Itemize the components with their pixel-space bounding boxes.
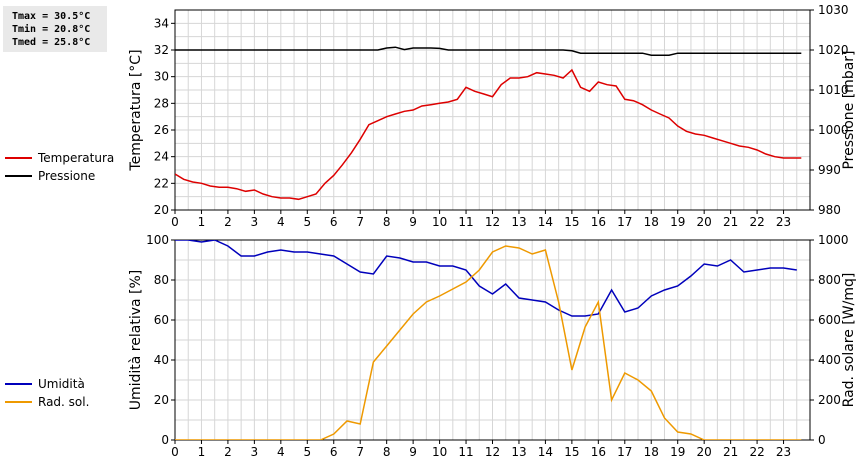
- x-tick-label: 21: [723, 445, 738, 459]
- x-tick-label: 16: [591, 445, 606, 459]
- left-tick-label: 100: [146, 233, 169, 247]
- x-tick-label: 19: [670, 215, 685, 229]
- x-tick-label: 3: [251, 215, 259, 229]
- x-tick-label: 11: [458, 445, 473, 459]
- left-tick-label: 24: [154, 150, 169, 164]
- x-tick-label: 20: [697, 445, 712, 459]
- stats-box: Tmax = 30.5°C Tmin = 20.8°C Tmed = 25.8°…: [3, 6, 107, 52]
- legend-label-pressione: Pressione: [38, 169, 95, 183]
- x-tick-label: 23: [776, 215, 791, 229]
- x-tick-label: 0: [171, 215, 179, 229]
- legend-label-rad-sol: Rad. sol.: [38, 395, 89, 409]
- left-tick-label: 40: [154, 353, 169, 367]
- left-tick-label: 60: [154, 313, 169, 327]
- left-axis-title: Temperatura [°C]: [128, 49, 144, 171]
- x-tick-label: 6: [330, 445, 338, 459]
- right-tick-label: 800: [818, 273, 841, 287]
- left-tick-label: 34: [154, 16, 169, 30]
- x-tick-label: 9: [409, 445, 417, 459]
- left-axis-title: Umidità relativa [%]: [128, 270, 144, 411]
- left-tick-label: 28: [154, 96, 169, 110]
- series-line-umidit: [175, 240, 797, 317]
- series-line-temperatura: [175, 68, 802, 201]
- right-axis-title: Rad. solare [W/mq]: [841, 273, 857, 408]
- humidity-radiation-panel: 0 1 2 3 4 5 6 7 8 9 10 11 12 13 14 15 16 17 18 19 20 21 22 2302…: [5, 233, 857, 459]
- x-tick-label: 6: [330, 215, 338, 229]
- x-tick-label: 21: [723, 215, 738, 229]
- x-tick-label: 3: [251, 445, 259, 459]
- left-tick-label: 0: [161, 433, 169, 447]
- x-tick-label: 22: [749, 215, 764, 229]
- right-axis-title: Pressione [mbar]: [841, 50, 857, 169]
- right-tick-label: 1030: [818, 3, 849, 17]
- right-tick-label: 980: [818, 203, 841, 217]
- x-tick-label: 10: [432, 215, 447, 229]
- right-tick-label: 400: [818, 353, 841, 367]
- left-tick-label: 30: [154, 70, 169, 84]
- x-tick-label: 15: [564, 445, 579, 459]
- left-tick-label: 22: [154, 176, 169, 190]
- left-tick-label: 80: [154, 273, 169, 287]
- stats-tmin: Tmin = 20.8°C: [12, 24, 91, 35]
- x-tick-label: 13: [511, 445, 526, 459]
- x-tick-label: 7: [356, 215, 364, 229]
- x-tick-label: 1: [198, 445, 206, 459]
- x-tick-label: 12: [485, 215, 500, 229]
- stats-tmed: Tmed = 25.8°C: [12, 37, 91, 48]
- x-tick-label: 9: [409, 215, 417, 229]
- x-tick-label: 11: [458, 215, 473, 229]
- x-tick-label: 2: [224, 215, 232, 229]
- x-tick-label: 1: [198, 215, 206, 229]
- x-tick-label: 17: [617, 445, 632, 459]
- series-line-pressione: [175, 46, 802, 56]
- x-tick-label: 13: [511, 215, 526, 229]
- left-tick-label: 26: [154, 123, 169, 137]
- right-tick-label: 990: [818, 163, 841, 177]
- x-tick-label: 18: [644, 215, 659, 229]
- right-tick-label: 1020: [818, 43, 849, 57]
- right-tick-label: 1010: [818, 83, 849, 97]
- x-tick-label: 20: [697, 215, 712, 229]
- x-tick-label: 4: [277, 215, 285, 229]
- series-line-rad-sol: [175, 245, 802, 440]
- right-tick-label: 600: [818, 313, 841, 327]
- x-tick-label: 16: [591, 215, 606, 229]
- x-tick-label: 5: [303, 445, 311, 459]
- x-tick-label: 12: [485, 445, 500, 459]
- x-tick-label: 8: [383, 445, 391, 459]
- x-tick-label: 10: [432, 445, 447, 459]
- legend-label-umidit: Umidità: [38, 377, 85, 391]
- temperature-pressure-panel: 0 1 2 3 4 5 6 7 8 9 10 11 12 13 14 15 16 17 18 19 20 21 22 2320…: [5, 3, 857, 229]
- x-tick-label: 7: [356, 445, 364, 459]
- x-tick-label: 17: [617, 215, 632, 229]
- right-tick-label: 1000: [818, 123, 849, 137]
- x-tick-label: 8: [383, 215, 391, 229]
- stats-tmax: Tmax = 30.5°C: [12, 11, 91, 22]
- left-tick-label: 32: [154, 43, 169, 57]
- x-tick-label: 18: [644, 445, 659, 459]
- x-tick-label: 15: [564, 215, 579, 229]
- x-tick-label: 2: [224, 445, 232, 459]
- x-tick-label: 19: [670, 445, 685, 459]
- legend-label-temperatura: Temperatura: [37, 151, 114, 165]
- x-tick-label: 23: [776, 445, 791, 459]
- x-tick-label: 14: [538, 445, 553, 459]
- x-tick-label: 0: [171, 445, 179, 459]
- x-tick-label: 5: [303, 215, 311, 229]
- right-tick-label: 200: [818, 393, 841, 407]
- right-tick-label: 1000: [818, 233, 849, 247]
- x-tick-label: 4: [277, 445, 285, 459]
- left-tick-label: 20: [154, 203, 169, 217]
- right-tick-label: 0: [818, 433, 826, 447]
- x-tick-label: 22: [749, 445, 764, 459]
- x-tick-label: 14: [538, 215, 553, 229]
- left-tick-label: 20: [154, 393, 169, 407]
